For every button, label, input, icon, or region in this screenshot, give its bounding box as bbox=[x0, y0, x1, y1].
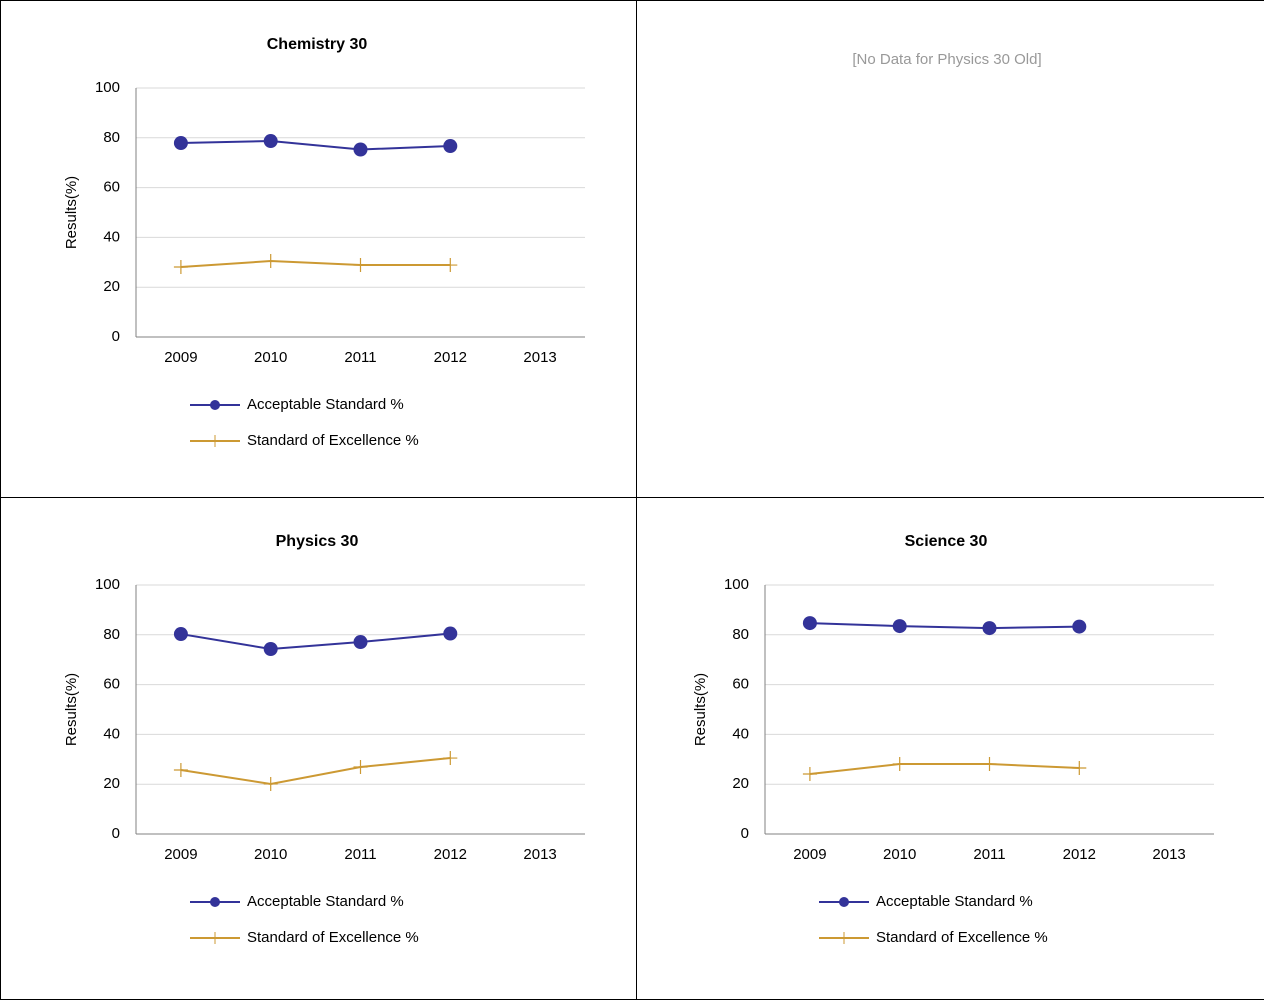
point bbox=[353, 760, 368, 775]
legend-label: Standard of Excellence % bbox=[876, 929, 1048, 946]
chart: Science 30 Results(%) 0 20 40 60 80 100 2009 2010… bbox=[692, 533, 1214, 946]
legend-label: Standard of Excellence % bbox=[247, 929, 419, 946]
legend-marker bbox=[837, 932, 851, 944]
point bbox=[892, 619, 907, 634]
series-line bbox=[180, 632, 451, 650]
y-tick-label: 100 bbox=[95, 79, 120, 96]
point bbox=[173, 136, 188, 151]
y-tick-label: 0 bbox=[112, 825, 120, 842]
chart-title: Physics 30 bbox=[276, 533, 359, 550]
series-line bbox=[180, 260, 451, 269]
point bbox=[173, 763, 188, 778]
y-tick-label: 20 bbox=[103, 775, 120, 792]
point bbox=[802, 616, 817, 631]
point bbox=[263, 641, 278, 656]
point bbox=[982, 621, 997, 636]
point bbox=[443, 626, 458, 641]
x-tick-label: 2013 bbox=[523, 846, 556, 863]
point bbox=[802, 766, 817, 781]
y-tick-label: 60 bbox=[732, 676, 749, 693]
x-tick-label: 2009 bbox=[164, 846, 197, 863]
x-tick-label: 2011 bbox=[344, 846, 376, 863]
legend-marker bbox=[208, 932, 222, 944]
legend-marker bbox=[210, 400, 220, 410]
point bbox=[353, 635, 368, 650]
y-axis-label: Results(%) bbox=[63, 176, 80, 249]
y-tick-label: 60 bbox=[103, 179, 120, 196]
point bbox=[173, 260, 188, 275]
y-tick-label: 40 bbox=[103, 228, 120, 245]
point bbox=[263, 254, 278, 269]
y-axis-label: Results(%) bbox=[63, 673, 80, 746]
point bbox=[263, 776, 278, 791]
point bbox=[353, 142, 368, 157]
point bbox=[1072, 761, 1087, 776]
y-tick-label: 80 bbox=[103, 626, 120, 643]
chart-title: Science 30 bbox=[905, 533, 988, 550]
point bbox=[443, 751, 458, 766]
x-tick-label: 2012 bbox=[1063, 846, 1096, 863]
y-tick-label: 60 bbox=[103, 676, 120, 693]
x-tick-label: 2013 bbox=[523, 349, 556, 366]
series-line bbox=[809, 763, 1080, 775]
series-line bbox=[180, 140, 451, 151]
y-tick-label: 0 bbox=[741, 825, 749, 842]
legend-marker bbox=[208, 435, 222, 447]
y-tick-label: 20 bbox=[103, 278, 120, 295]
series-line bbox=[809, 622, 1080, 630]
y-tick-label: 40 bbox=[103, 725, 120, 742]
y-tick-label: 100 bbox=[95, 576, 120, 593]
chart-title: Chemistry 30 bbox=[267, 36, 368, 53]
chart: Physics 30 Results(%) 0 20 40 60 80 100 2009 2010… bbox=[63, 533, 585, 946]
legend-label: Acceptable Standard % bbox=[247, 396, 404, 413]
point bbox=[443, 139, 458, 154]
y-tick-label: 100 bbox=[724, 576, 749, 593]
x-tick-label: 2011 bbox=[973, 846, 1005, 863]
y-tick-label: 80 bbox=[103, 129, 120, 146]
point bbox=[443, 258, 458, 273]
point bbox=[1072, 619, 1087, 634]
legend-label: Acceptable Standard % bbox=[876, 893, 1033, 910]
chart: Chemistry 30 Results(%) 0 20 40 60 80 100 2009 20… bbox=[63, 36, 585, 449]
point bbox=[173, 627, 188, 642]
y-axis-label: Results(%) bbox=[692, 673, 709, 746]
point bbox=[892, 757, 907, 772]
legend-marker bbox=[210, 897, 220, 907]
x-tick-label: 2009 bbox=[164, 349, 197, 366]
x-tick-label: 2013 bbox=[1152, 846, 1185, 863]
x-tick-label: 2011 bbox=[344, 349, 376, 366]
point bbox=[353, 258, 368, 273]
no-data-message: [No Data for Physics 30 Old] bbox=[852, 51, 1041, 68]
y-tick-label: 40 bbox=[732, 725, 749, 742]
x-tick-label: 2010 bbox=[254, 349, 287, 366]
legend-marker bbox=[839, 897, 849, 907]
y-tick-label: 80 bbox=[732, 626, 749, 643]
point bbox=[982, 757, 997, 772]
x-tick-label: 2012 bbox=[434, 349, 467, 366]
y-tick-label: 20 bbox=[732, 775, 749, 792]
x-tick-label: 2010 bbox=[254, 846, 287, 863]
legend-label: Acceptable Standard % bbox=[247, 893, 404, 910]
legend-label: Standard of Excellence % bbox=[247, 432, 419, 449]
y-tick-label: 0 bbox=[112, 328, 120, 345]
x-tick-label: 2010 bbox=[883, 846, 916, 863]
x-tick-label: 2009 bbox=[793, 846, 826, 863]
series-line bbox=[180, 757, 451, 785]
x-tick-label: 2012 bbox=[434, 846, 467, 863]
point bbox=[263, 134, 278, 149]
